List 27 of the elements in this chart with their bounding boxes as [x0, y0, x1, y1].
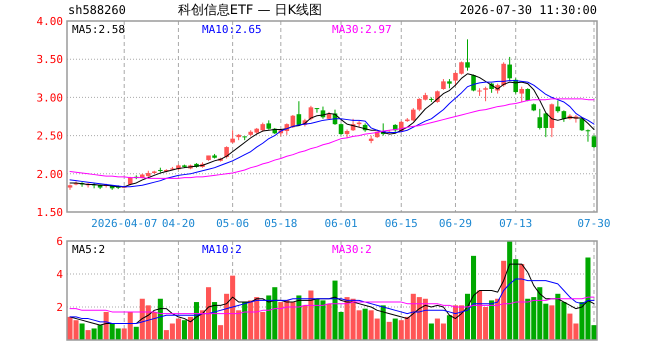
x-tick-label: 04-20	[162, 217, 195, 230]
y-tick-label: 3.00	[36, 91, 63, 104]
y-tick-label: 2.50	[36, 130, 63, 143]
y-tick-label: 2.00	[36, 168, 63, 181]
x-tick-label: 2026-04-07	[91, 217, 158, 230]
text: 2026-07-30 11:30:00	[460, 3, 597, 17]
text: sh588260	[68, 3, 126, 17]
text: MA10:2	[202, 243, 242, 256]
chart-title: 科创信息ETF — 日K线图	[178, 3, 322, 18]
x-tick-label: 07-30	[577, 217, 611, 230]
y-tick-label: 1.50	[36, 206, 63, 219]
text: MA5:2.58	[72, 23, 125, 36]
x-tick-label: 06-01	[324, 217, 358, 230]
x-tick-label: 05-18	[264, 217, 298, 230]
x-tick-label: 05-06	[216, 217, 250, 230]
x-tick-label: 07-13	[499, 217, 532, 230]
y-tick-label: 3.50	[36, 53, 63, 66]
y-tick-label: 4	[56, 268, 64, 281]
text: MA5:2	[72, 243, 106, 256]
text: MA30:2	[332, 243, 372, 256]
text: MA30:2.97	[332, 23, 392, 36]
x-tick-label: 06-15	[384, 217, 418, 230]
y-tick-label: 4.00	[36, 15, 63, 28]
x-tick-label: 06-29	[438, 217, 472, 230]
text: MA10:2.65	[202, 23, 262, 36]
y-tick-label: 6	[56, 235, 63, 248]
y-tick-label: 2	[56, 301, 63, 314]
